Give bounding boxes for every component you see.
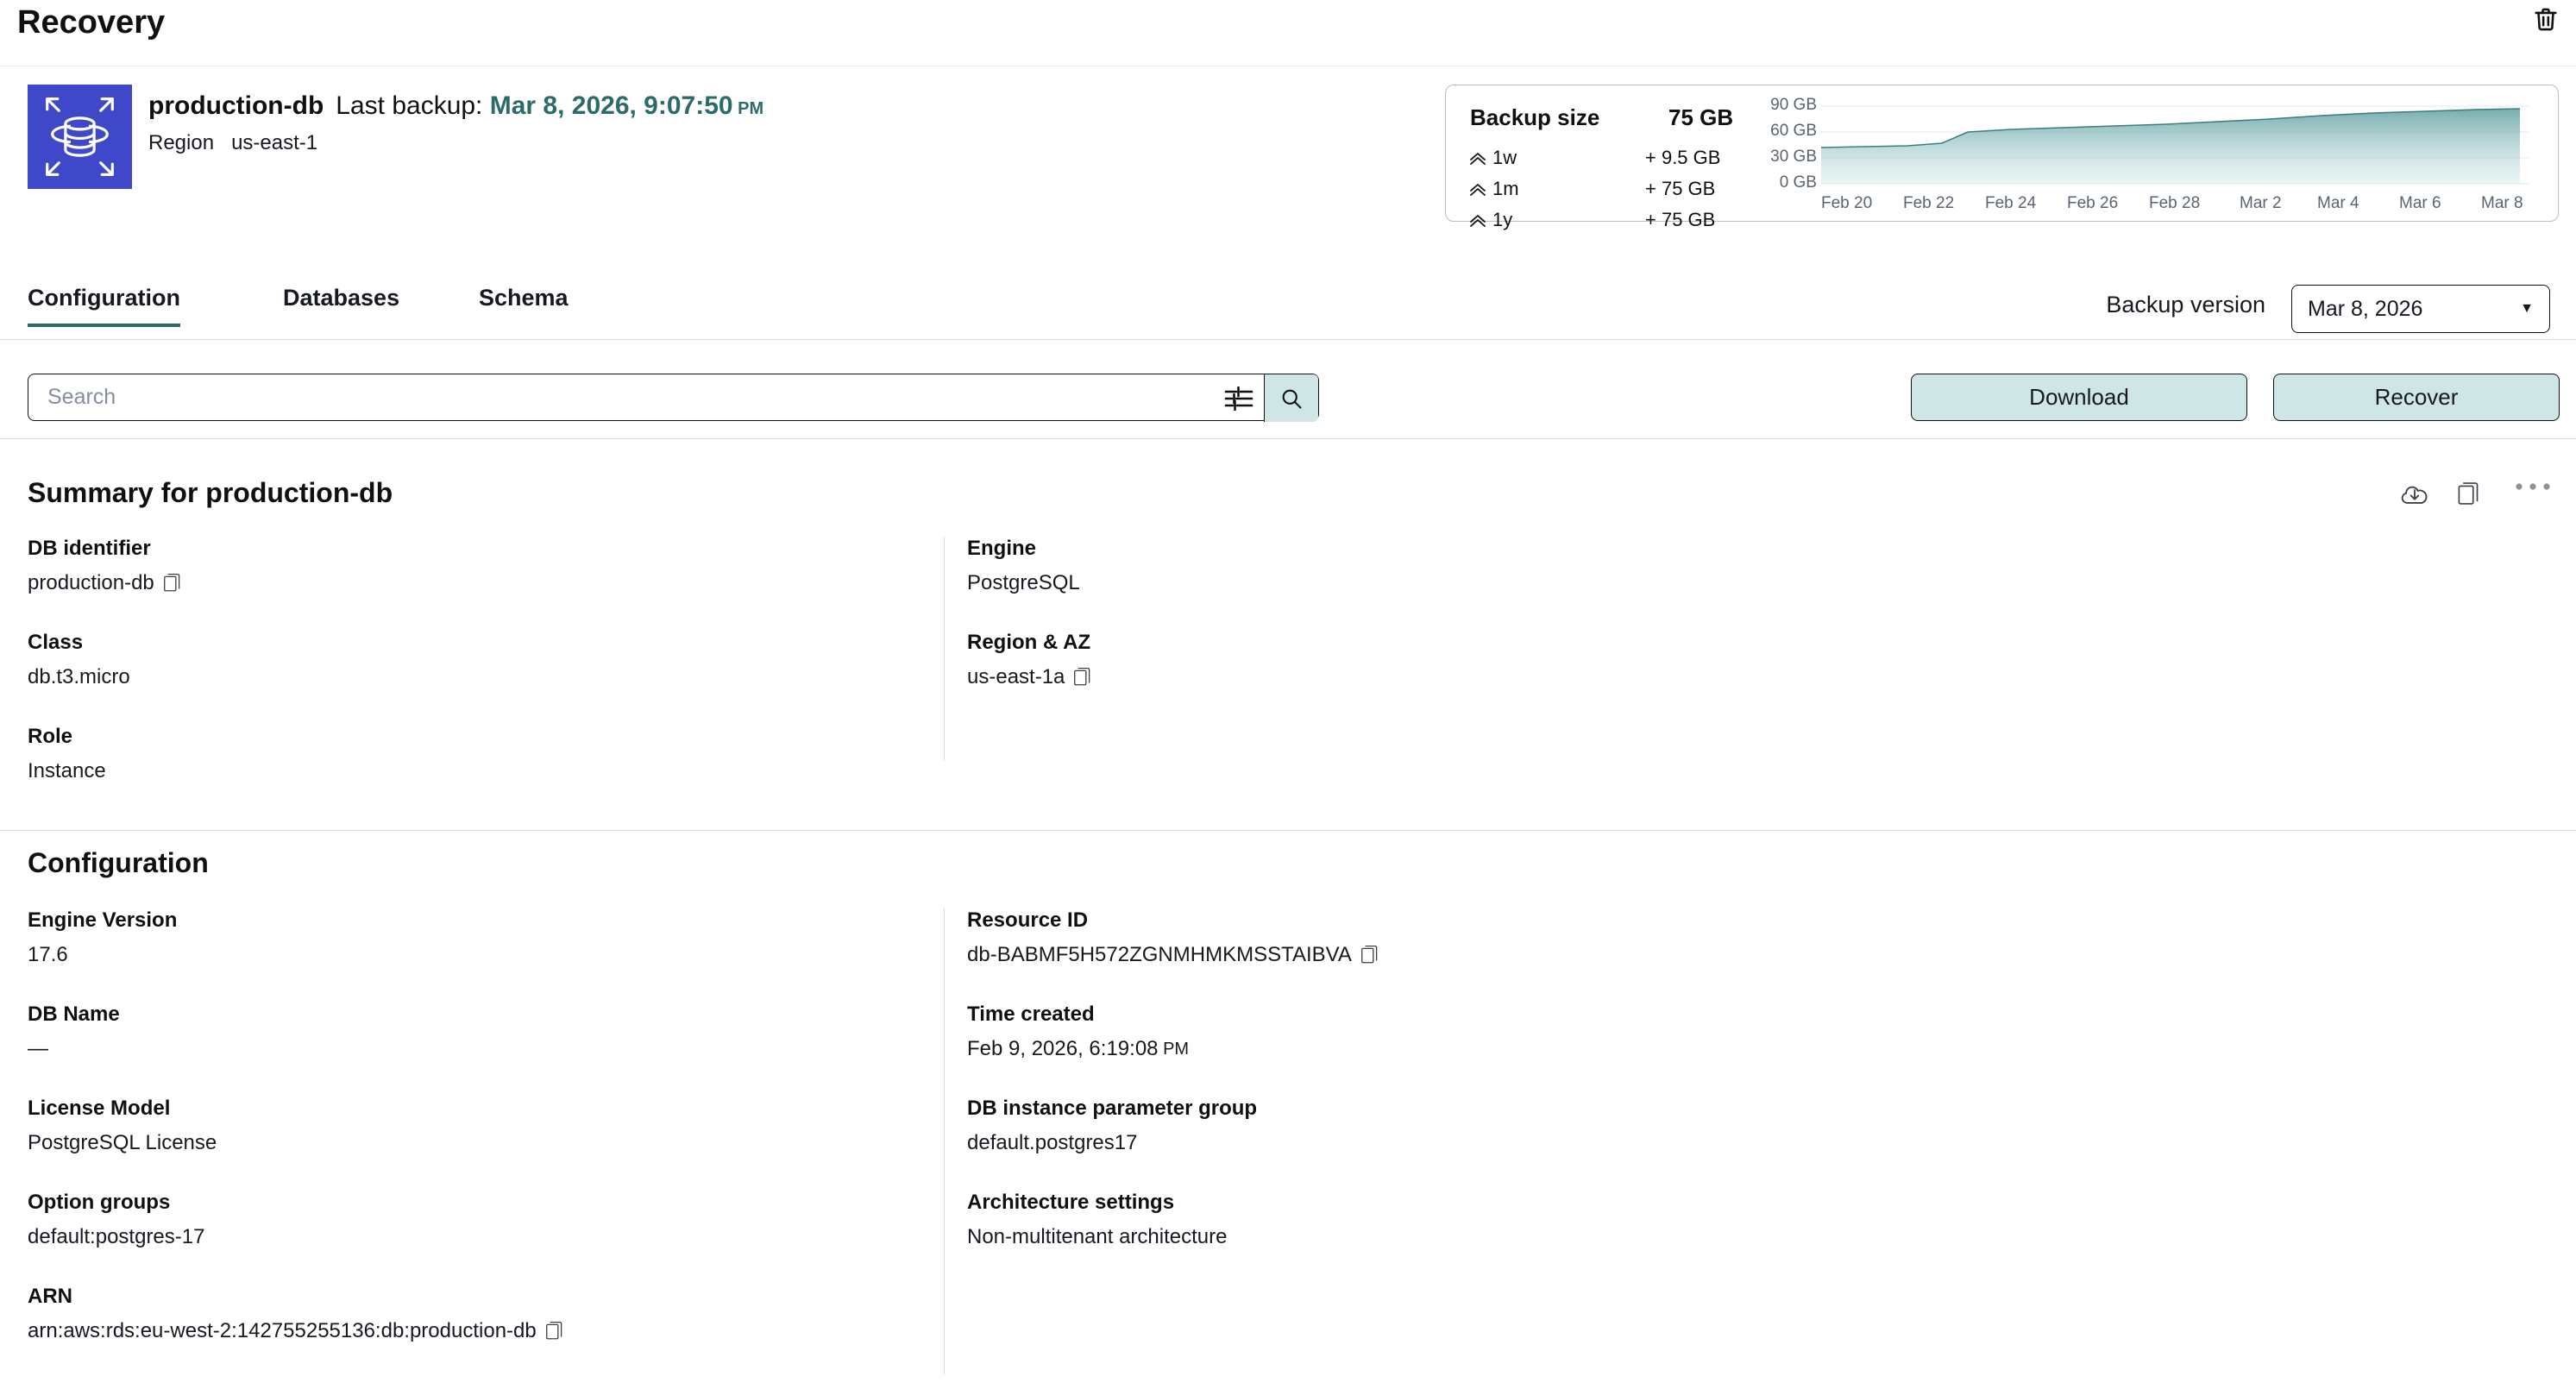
svg-text:Feb 26: Feb 26 <box>2067 194 2118 212</box>
svg-text:Feb 24: Feb 24 <box>1985 194 2037 212</box>
svg-text:Feb 20: Feb 20 <box>1821 194 1872 212</box>
svg-text:60 GB: 60 GB <box>1770 122 1817 140</box>
svg-text:30 GB: 30 GB <box>1770 148 1817 166</box>
svg-text:Feb 22: Feb 22 <box>1903 194 1954 212</box>
svg-text:Feb 28: Feb 28 <box>2149 194 2200 212</box>
svg-text:Mar 4: Mar 4 <box>2317 194 2359 212</box>
svg-text:Mar 6: Mar 6 <box>2399 194 2441 212</box>
svg-text:0 GB: 0 GB <box>1780 173 1817 192</box>
svg-text:90 GB: 90 GB <box>1770 97 1817 114</box>
svg-text:Mar 2: Mar 2 <box>2240 194 2282 212</box>
svg-text:Mar 8: Mar 8 <box>2481 194 2523 212</box>
